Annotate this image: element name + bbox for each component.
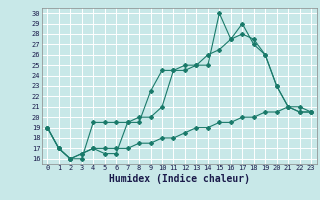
X-axis label: Humidex (Indice chaleur): Humidex (Indice chaleur) xyxy=(109,174,250,184)
